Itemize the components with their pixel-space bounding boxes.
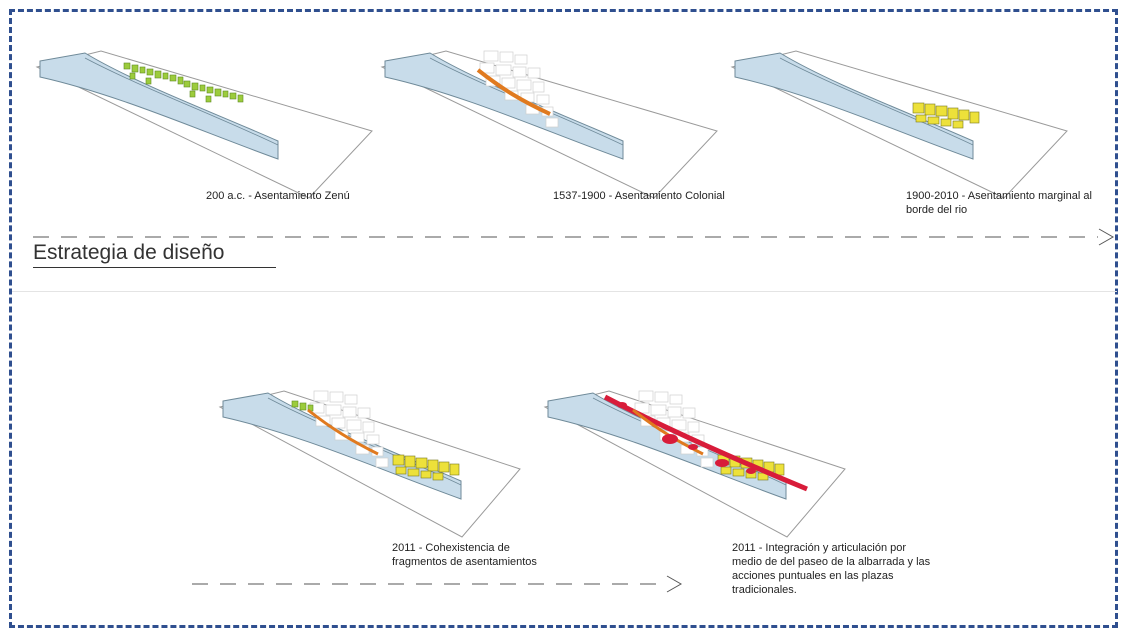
colonial-waterfront-line xyxy=(476,68,551,116)
timeline-arrow-bottom xyxy=(192,575,683,593)
section-heading: Estrategia de diseño xyxy=(33,241,225,264)
diagram-colonial-settlement xyxy=(380,50,718,199)
caption-colonial: 1537-1900 - Asentamiento Colonial xyxy=(553,190,725,202)
public-plazas xyxy=(617,402,756,474)
caption-coexistence: 2011 - Cohexistencia de fragmentos de as… xyxy=(392,542,537,568)
caption-integration: 2011 - Integración y articulación por me… xyxy=(732,542,931,596)
diagram-integration xyxy=(543,390,846,538)
caption-marginal: 1900-2010 - Asentamiento marginal al bor… xyxy=(906,190,1092,216)
timeline-arrow-top xyxy=(33,228,1115,246)
heading-underline xyxy=(33,267,276,268)
diagram-marginal-settlement xyxy=(730,50,1068,199)
dashed-border-frame xyxy=(9,9,1118,628)
section-divider xyxy=(12,291,1117,292)
diagram-coexistence xyxy=(218,390,521,538)
caption-zenu: 200 a.c. - Asentamiento Zenú xyxy=(206,190,350,202)
diagram-zenu-settlement xyxy=(35,50,373,199)
